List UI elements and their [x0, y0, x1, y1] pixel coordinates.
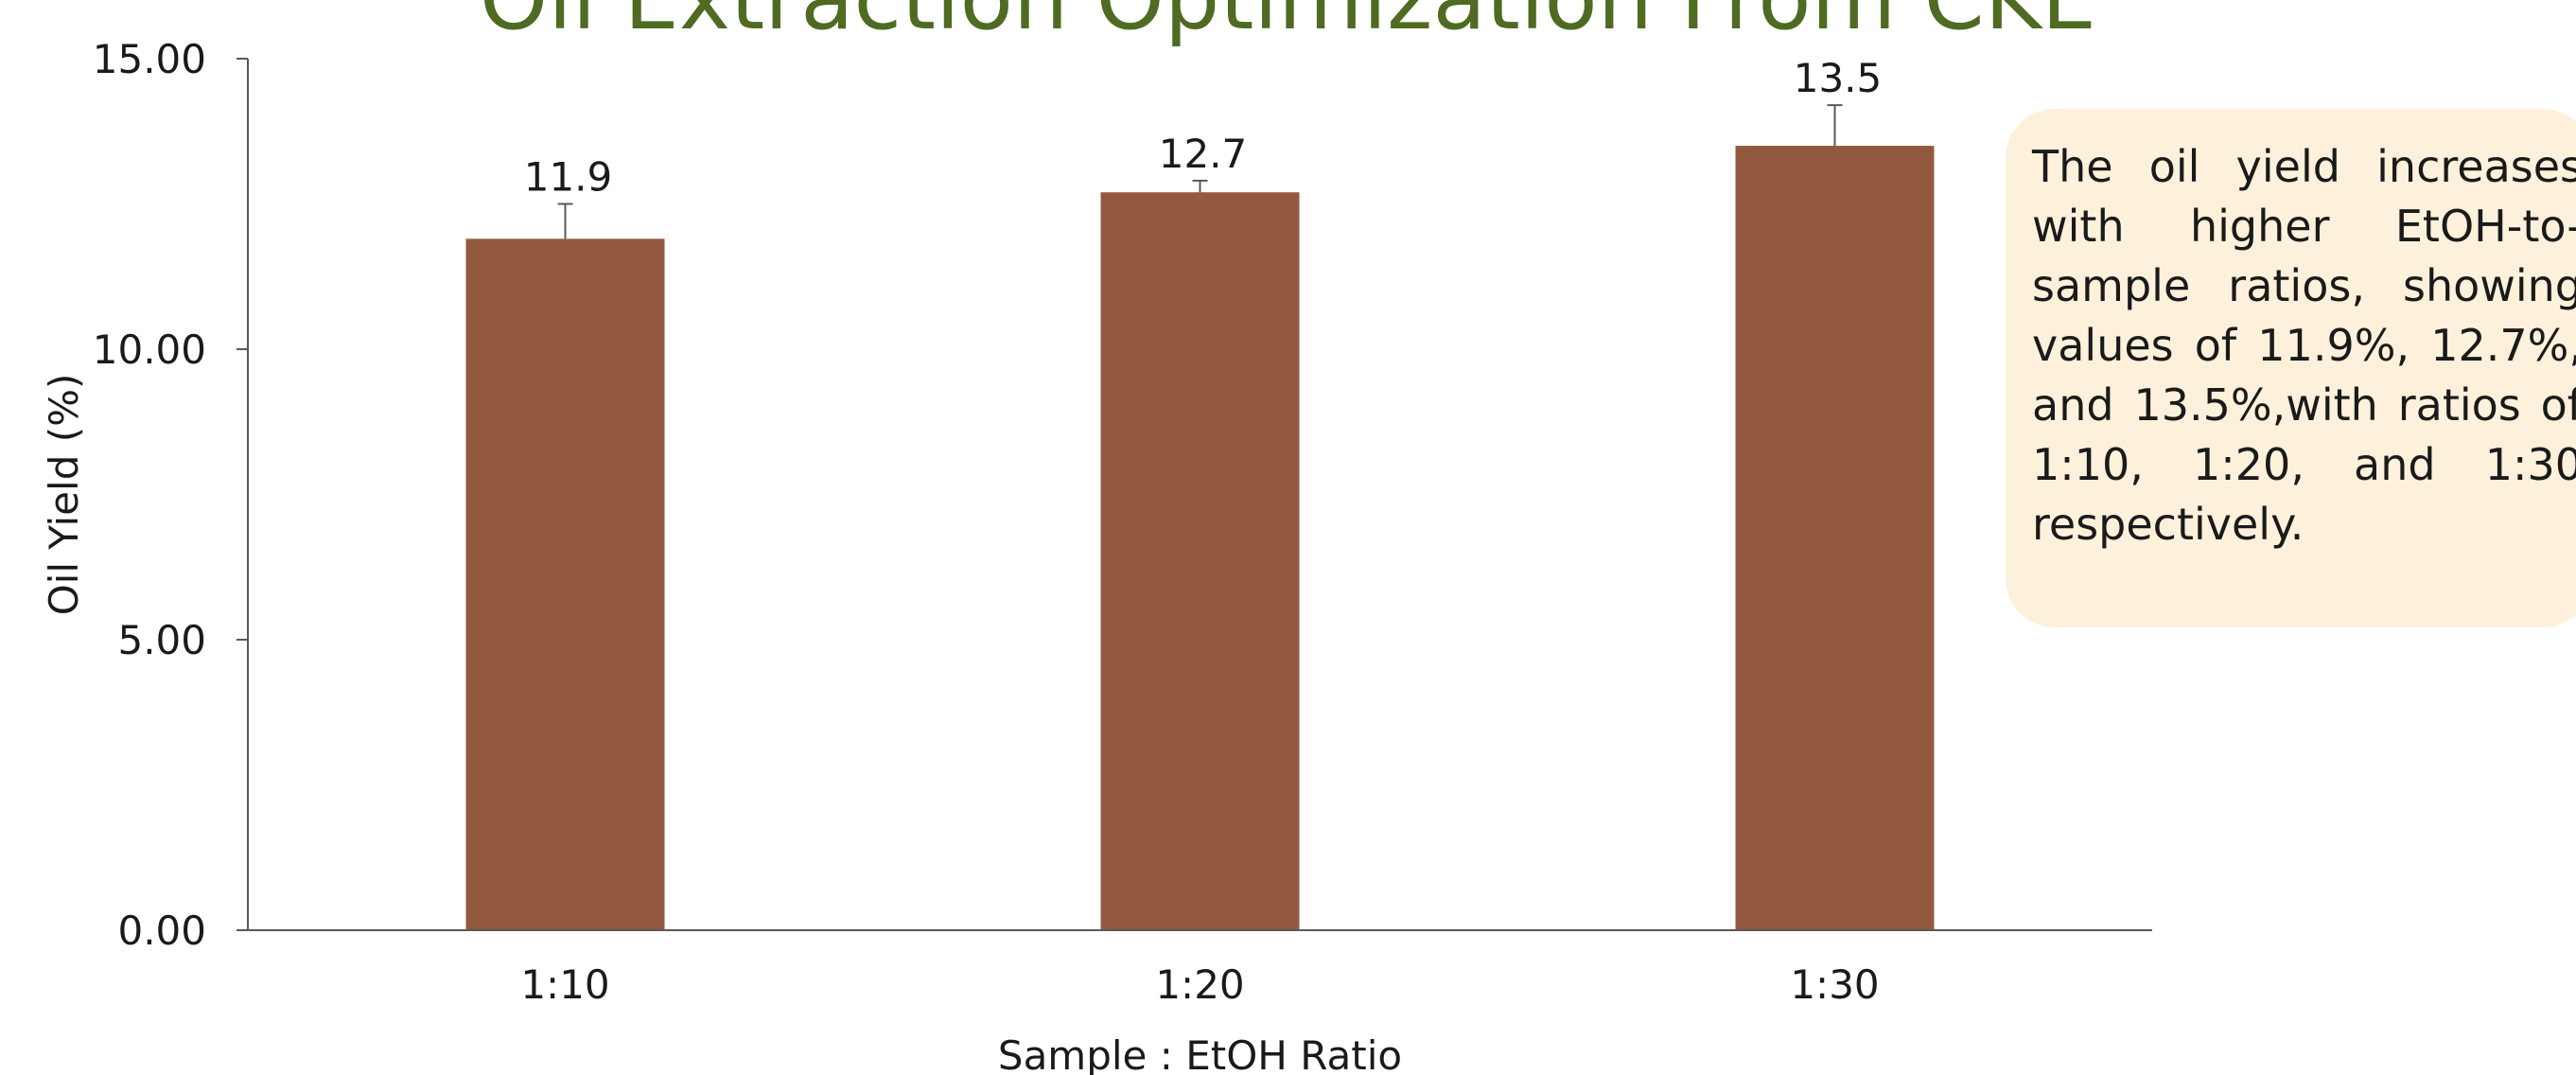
bar: [465, 238, 665, 931]
bars: [465, 146, 1935, 931]
error-bars: [557, 104, 1843, 239]
y-tick-label: 0.00: [117, 908, 206, 954]
y-tick-label: 5.00: [117, 617, 206, 663]
y-tick-label: 15.00: [93, 36, 206, 82]
data-labels: 11.9 12.7 13.5: [524, 55, 1883, 200]
summary-callout: The oil yield increases with higher EtOH…: [2006, 109, 2576, 627]
data-label: 13.5: [1794, 55, 1883, 101]
y-tick-label: 10.00: [93, 326, 206, 373]
y-axis-title: Oil Yield (%): [41, 374, 87, 616]
data-label: 11.9: [524, 154, 613, 201]
callout-text: The oil yield increases with higher EtOH…: [2032, 141, 2576, 550]
y-axis-ticks: 0.00 5.00 10.00 15.00: [93, 36, 248, 954]
x-tick-label: 1:30: [1790, 961, 1879, 1008]
chart-title: Oil Extraction Optimization From CKE: [0, 0, 2576, 51]
x-tick-label: 1:20: [1155, 961, 1244, 1008]
x-axis-title: Sample : EtOH Ratio: [998, 1032, 1402, 1075]
data-label: 12.7: [1159, 131, 1248, 177]
bar: [1735, 146, 1935, 931]
x-axis-ticks: 1:10 1:20 1:30: [520, 961, 1879, 1008]
bar: [1100, 192, 1300, 931]
x-tick-label: 1:10: [520, 961, 609, 1008]
